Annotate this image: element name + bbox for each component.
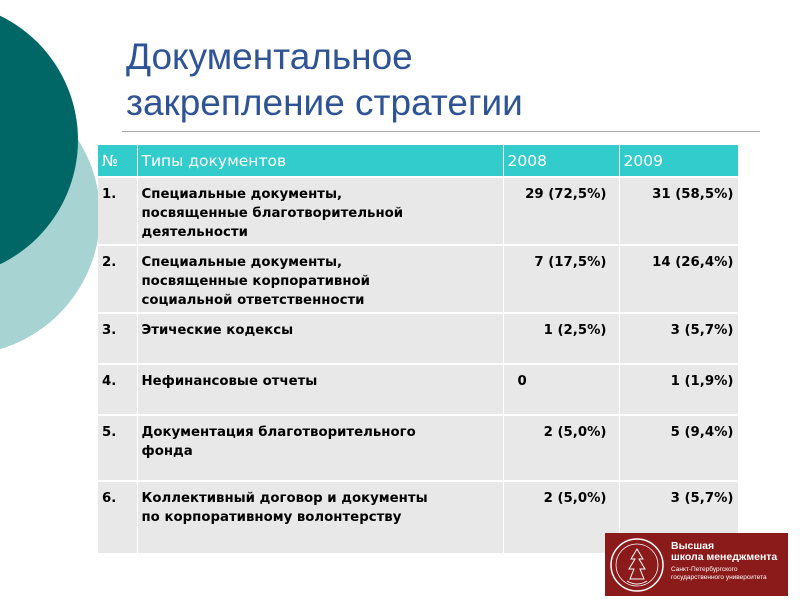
row-number: 4. [98,363,138,415]
doc-type-line: Специальные документы, [141,187,343,202]
gsom-logo: Высшая школа менеджмента Санкт-Петербург… [605,533,788,596]
doc-type-line: деятельности [141,225,248,240]
row-value-2008: 1 (2,5%) [503,312,620,364]
decorative-circles [0,0,120,600]
slide-title-line-1: Документальное [126,36,413,77]
doc-type-line: Документация благотворительного [141,425,416,440]
doc-type-line: Коллективный договор и документы [141,491,428,506]
doc-type-line: Этические кодексы [141,323,294,338]
doc-type-line: посвященные благотворительной [141,206,404,221]
doc-type-line: Специальные документы, [141,255,343,270]
logo-line-1: Высшая [671,540,715,552]
doc-type-line: по корпоративному волонтерству [141,510,402,525]
table-header-row: № Типы документов 2008 2009 [98,145,739,177]
slide-title-line-2: закрепление стратегии [126,82,523,123]
title-divider [122,131,760,132]
row-value-2008: 7 (17,5%) [503,244,620,313]
row-doc-type: Коллективный договор и документы по корп… [137,480,504,553]
row-doc-type: Нефинансовые отчеты [137,363,504,415]
row-number: 5. [98,414,138,481]
row-doc-type: Документация благотворительного фонда [137,414,504,481]
row-number: 3. [98,312,138,364]
logo-line-2: школа менеджмента [671,551,778,563]
table-row: 6. Коллективный договор и документы по к… [98,480,739,553]
table-row: 4. Нефинансовые отчеты 0 1 (1,9%) [98,363,739,415]
row-doc-type: Специальные документы, посвященные благо… [137,176,504,245]
doc-type-line: посвященные корпоративной [141,274,371,289]
dark-circle [0,15,78,265]
logo-line-3: Санкт-Петербургского [671,566,738,573]
table-row: 3. Этические кодексы 1 (2,5%) 3 (5,7%) [98,312,739,364]
doc-type-line: социальной ответственности [141,293,365,308]
row-value-2008: 2 (5,0%) [503,414,620,481]
row-value-2009: 5 (9,4%) [619,414,739,481]
table-row: 2. Специальные документы, посвященные ко… [98,244,739,313]
row-value-2008: 2 (5,0%) [503,480,620,553]
university-emblem-icon [610,538,664,592]
row-value-2009: 31 (58,5%) [619,176,739,245]
slide-title: Документальное закрепление стратегии [126,34,746,126]
row-doc-type: Специальные документы, посвященные корпо… [137,244,504,313]
logo-line-4: государственного университета [671,574,767,581]
row-value-2008: 29 (72,5%) [503,176,620,245]
header-doc-type: Типы документов [137,145,504,177]
doc-type-line: Нефинансовые отчеты [141,374,318,389]
doc-type-line: фонда [141,444,193,459]
header-2009: 2009 [619,145,739,177]
header-2008: 2008 [503,145,620,177]
row-doc-type: Этические кодексы [137,312,504,364]
header-number: № [98,145,138,177]
table-row: 1. Специальные документы, посвященные бл… [98,176,739,245]
row-value-2009: 3 (5,7%) [619,312,739,364]
row-number: 6. [98,480,138,553]
row-number: 2. [98,244,138,313]
row-number: 1. [98,176,138,245]
row-value-2009: 14 (26,4%) [619,244,739,313]
table-row: 5. Документация благотворительного фонда… [98,414,739,481]
row-value-2008: 0 [503,363,620,415]
row-value-2009: 1 (1,9%) [619,363,739,415]
documents-table: № Типы документов 2008 2009 1. Специальн… [98,145,739,553]
